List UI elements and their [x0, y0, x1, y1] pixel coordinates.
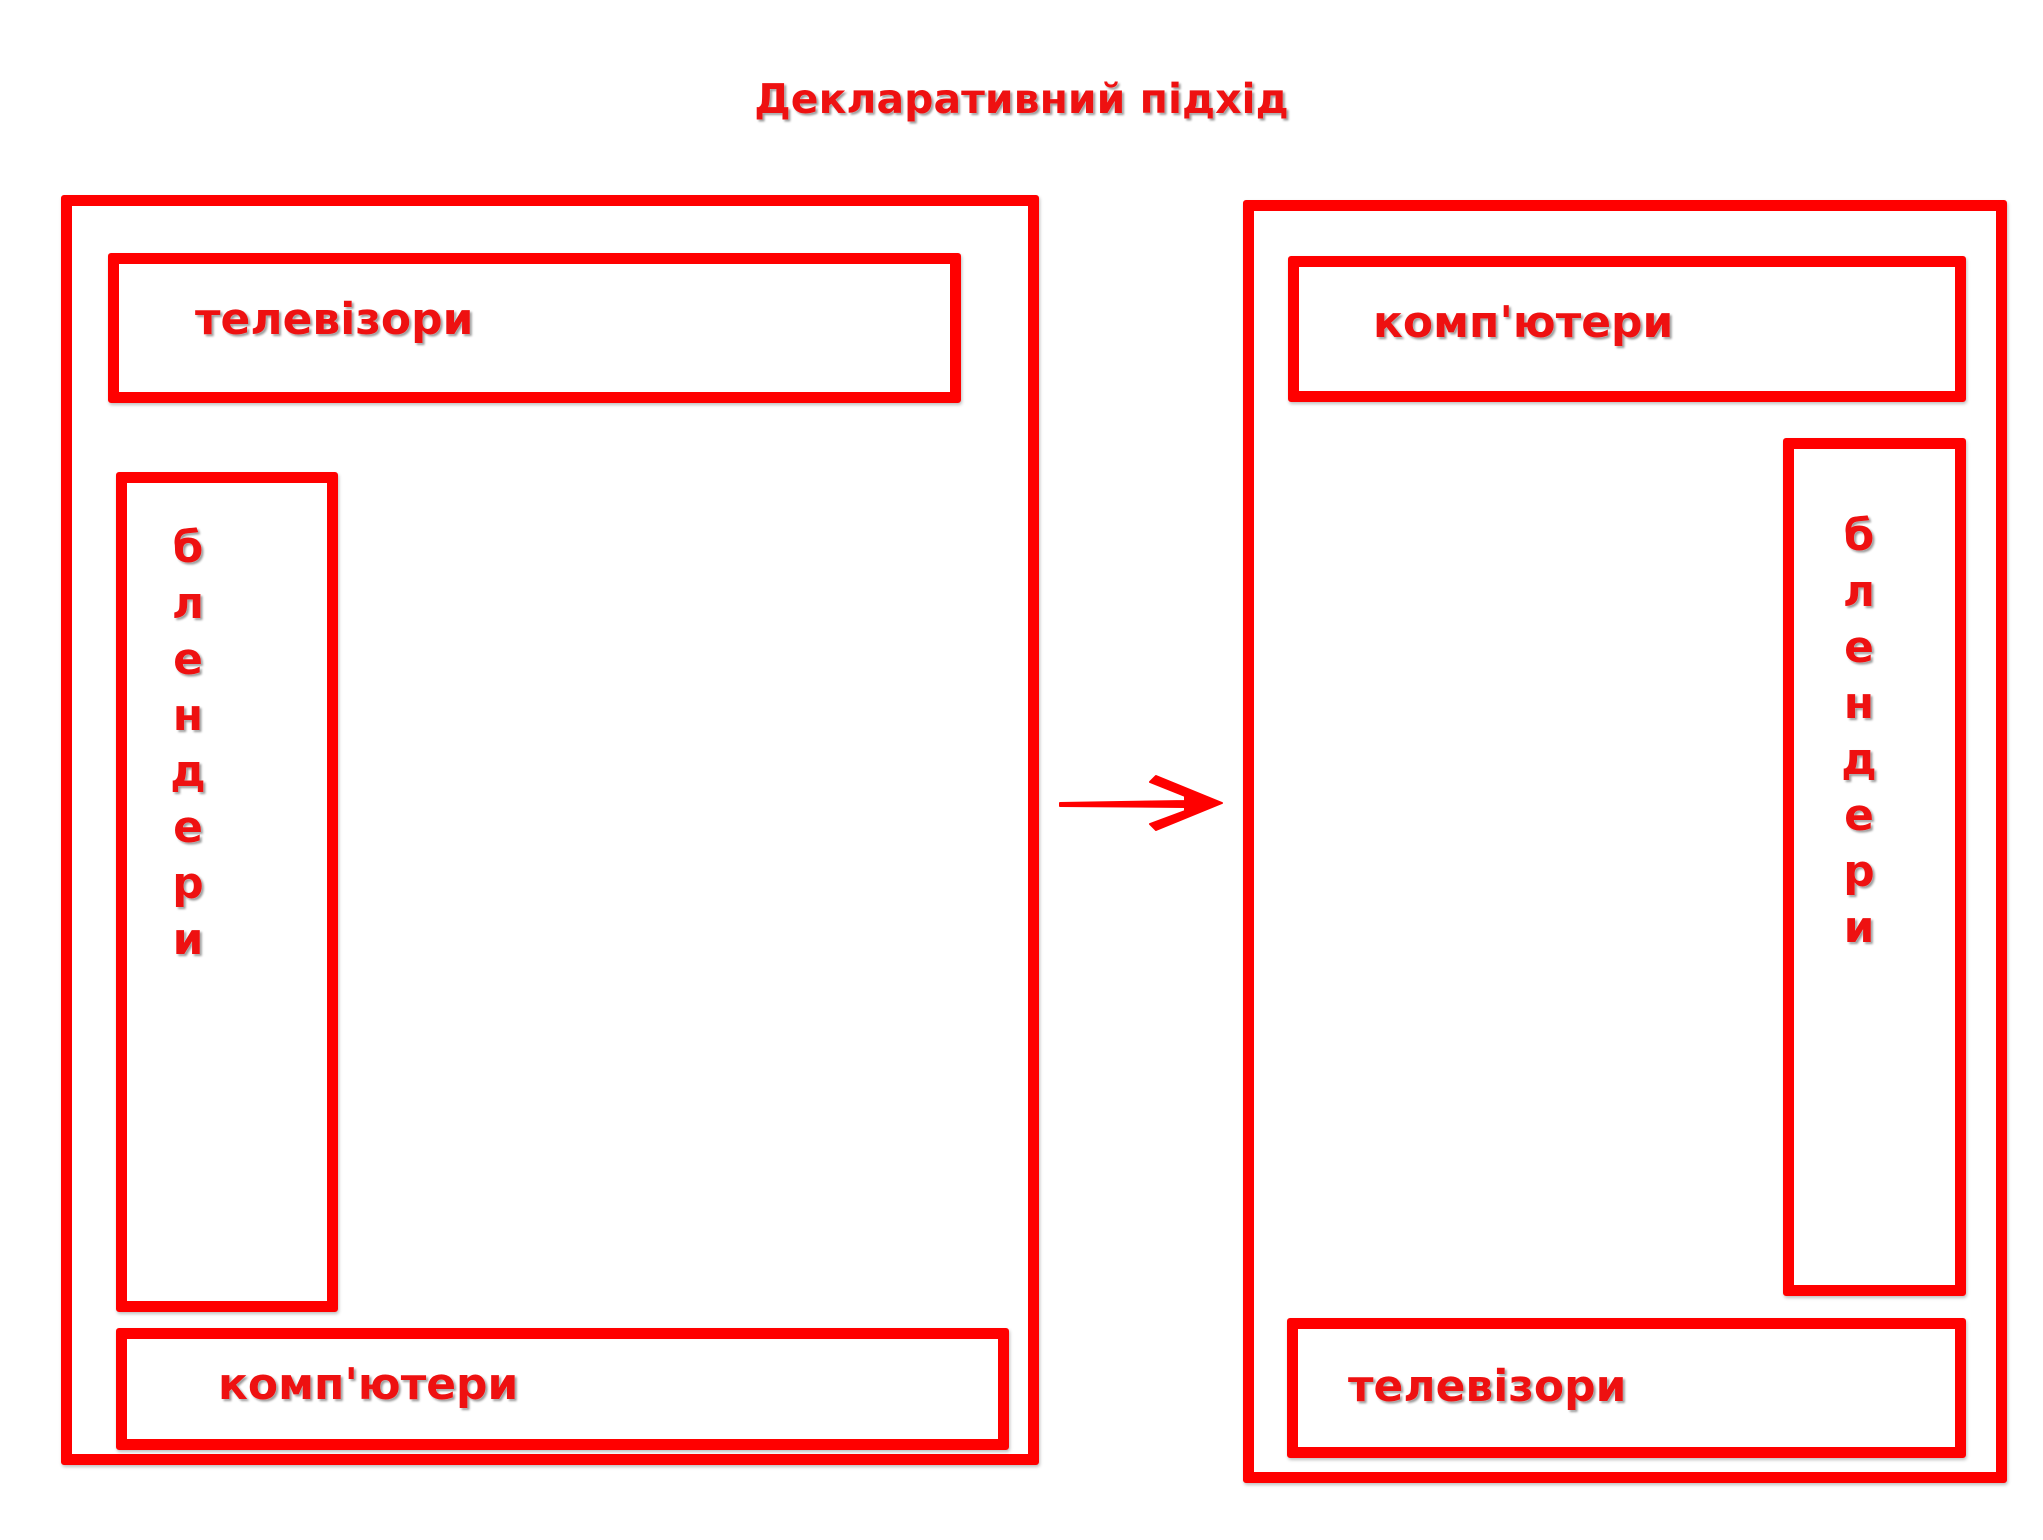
- right-panel: [1243, 200, 2007, 1483]
- right-side-box-label: б л е н д е р и: [1841, 510, 1877, 953]
- left-top-box: [108, 253, 961, 403]
- left-top-box-label: телевізори: [195, 294, 474, 345]
- left-panel: [61, 195, 1039, 1465]
- left-bottom-box: [116, 1328, 1009, 1450]
- left-bottom-box-label: комп'ютери: [218, 1359, 519, 1410]
- left-side-box-label: б л е н д е р и: [170, 522, 206, 965]
- right-top-box: [1288, 256, 1966, 402]
- right-bottom-box: [1287, 1318, 1966, 1458]
- right-bottom-box-label: телевізори: [1348, 1361, 1627, 1412]
- right-side-box: [1783, 438, 1966, 1296]
- arrow-right-icon: [1059, 775, 1223, 831]
- right-top-box-label: комп'ютери: [1373, 297, 1674, 348]
- left-side-box: [116, 472, 338, 1312]
- diagram-title: Декларативний підхід: [754, 75, 1289, 123]
